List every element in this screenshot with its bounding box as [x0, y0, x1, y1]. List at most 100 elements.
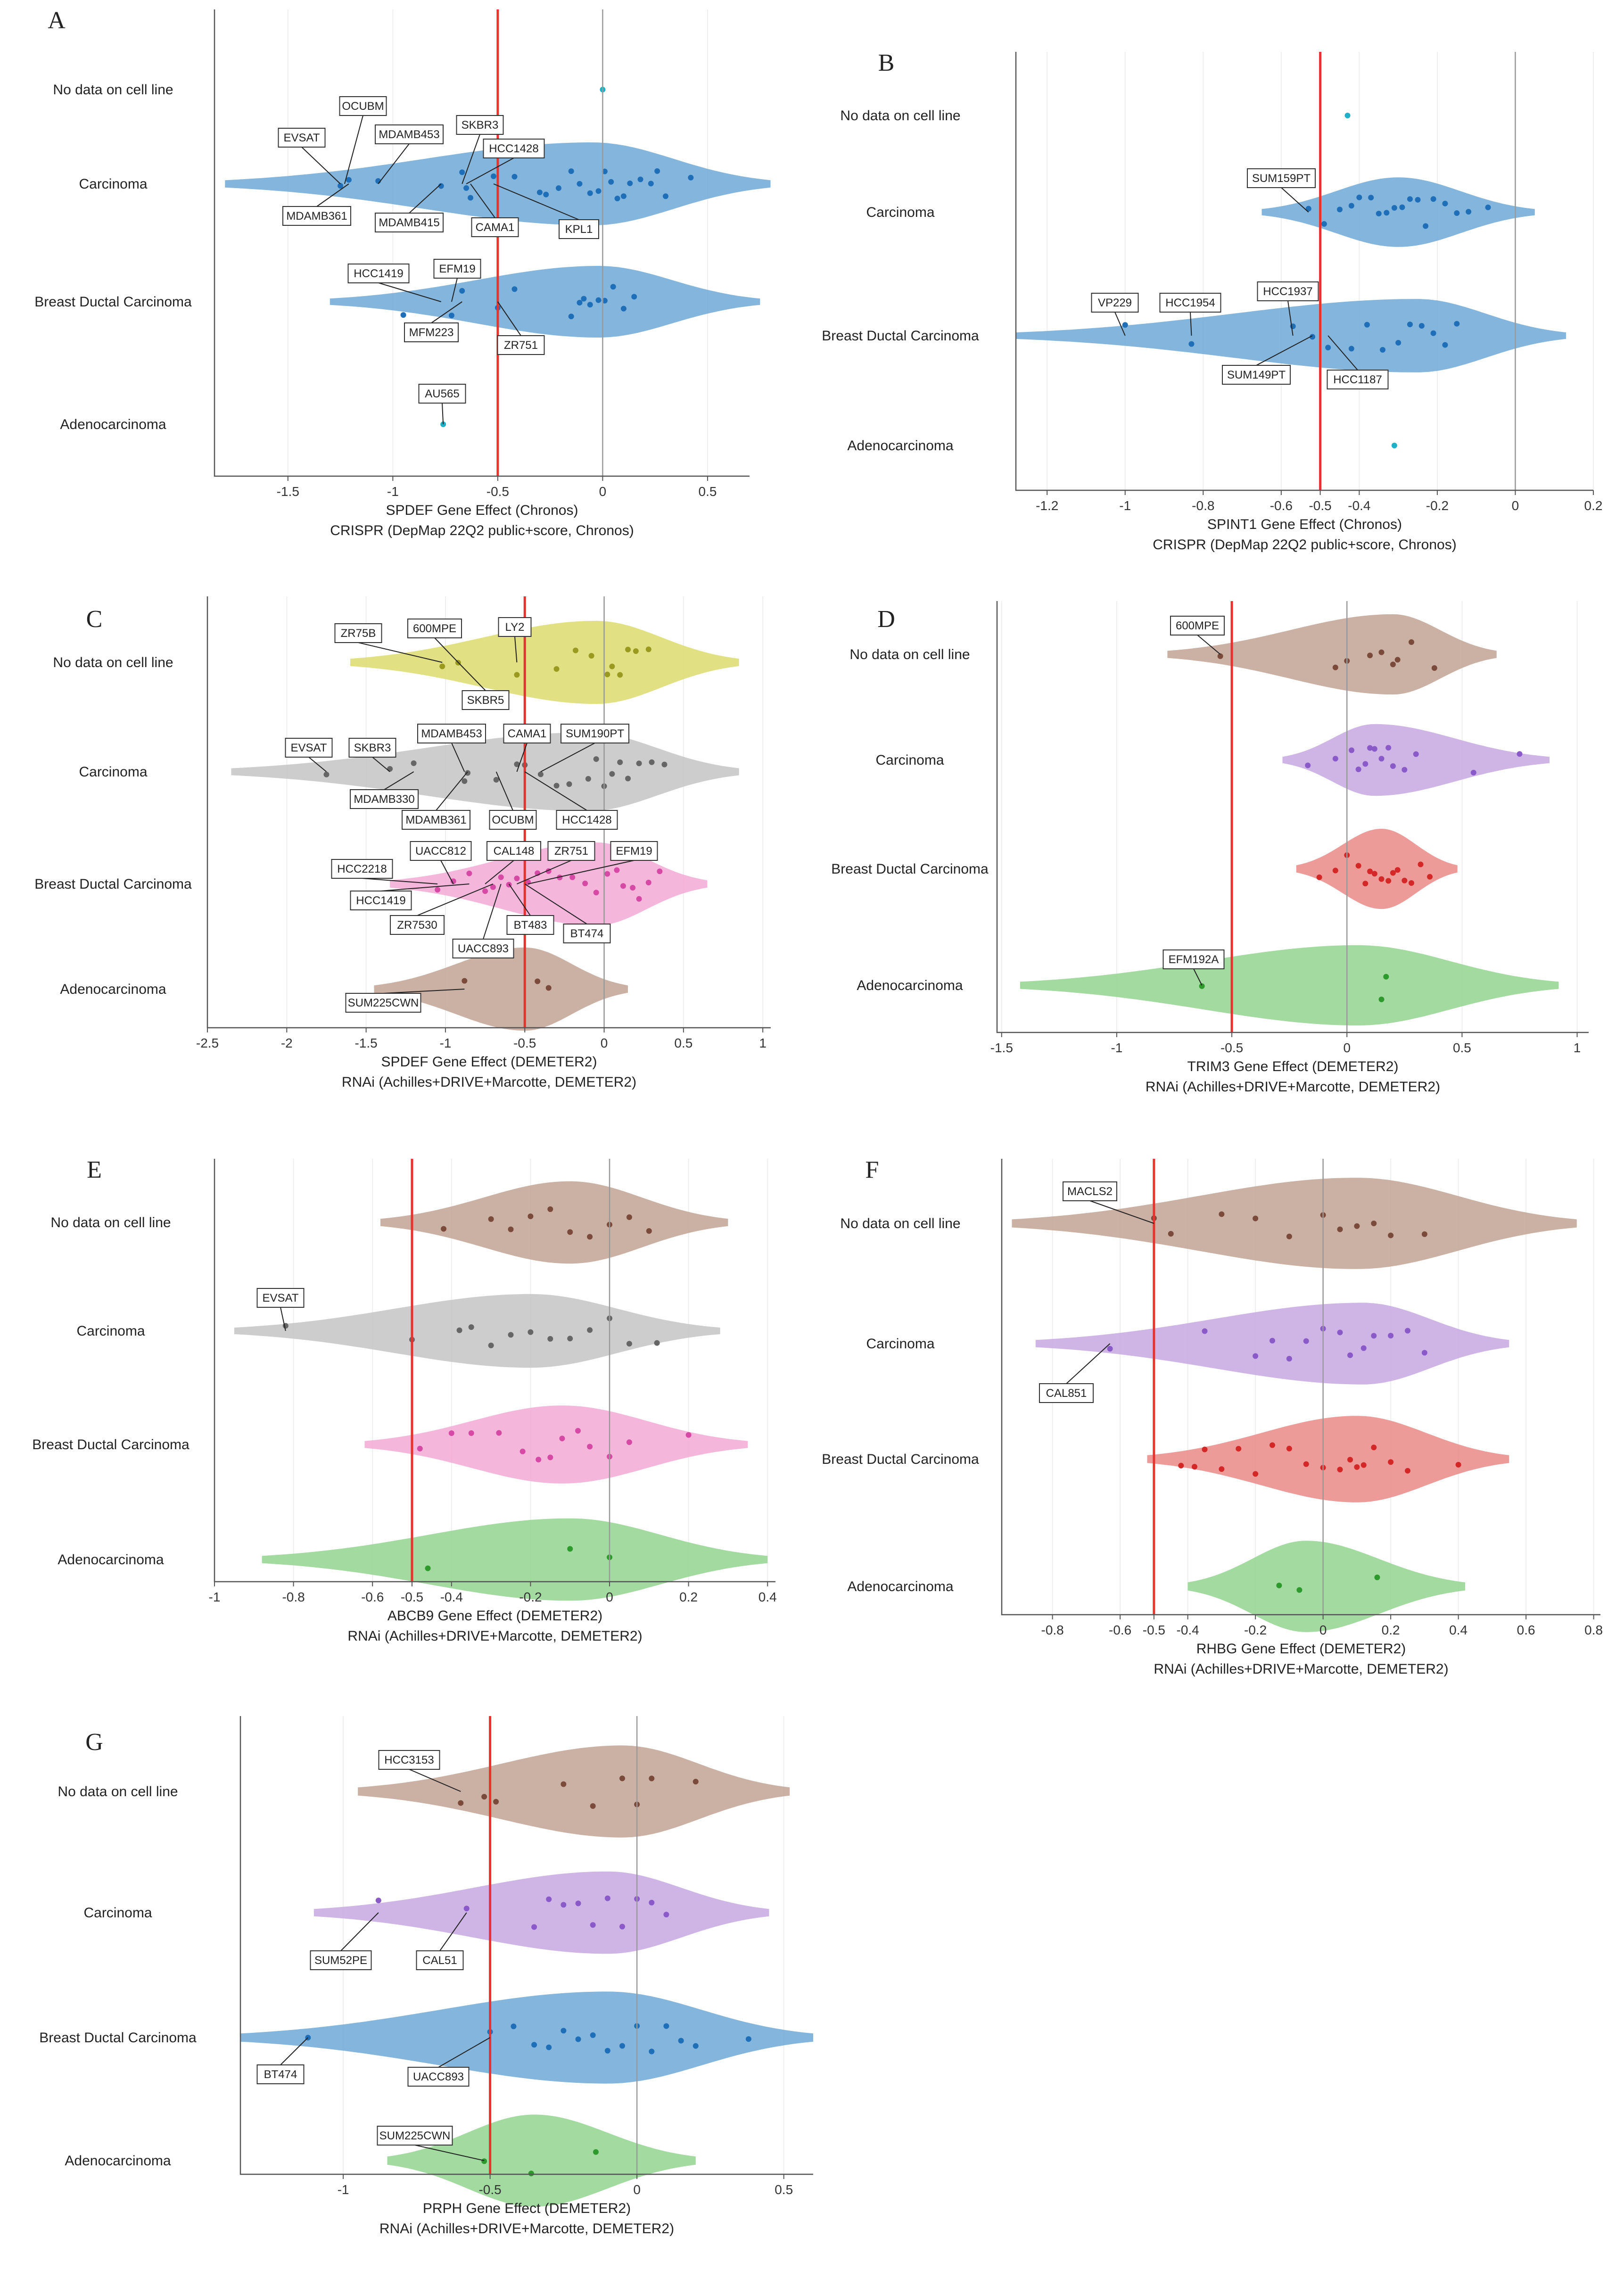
category-label: Carcinoma	[76, 1323, 145, 1339]
panel-c: C No data on cell line Carcinoma Breast Duc…	[34, 596, 771, 1090]
annotation-leader	[1193, 968, 1203, 986]
annotation-label: BT474	[264, 2068, 297, 2081]
annotation-leader	[417, 883, 494, 916]
data-point	[511, 286, 518, 292]
data-point	[1407, 322, 1413, 328]
data-point	[1191, 1464, 1197, 1470]
annotation-label: EVSAT	[263, 1292, 299, 1304]
annotation-leader	[1281, 187, 1309, 213]
annotation-label: HCC1428	[489, 142, 538, 155]
data-point	[1405, 1468, 1411, 1474]
annotation-label: UACC893	[413, 2071, 464, 2083]
data-point	[1418, 861, 1424, 867]
violin-carcinoma	[1035, 1303, 1509, 1385]
annotation-box	[407, 619, 462, 638]
data-point	[610, 284, 616, 290]
annotation-label: KPL1	[565, 223, 593, 236]
data-point	[425, 1565, 431, 1571]
data-point	[1368, 195, 1374, 201]
data-point	[1253, 1215, 1259, 1222]
data-point	[1378, 756, 1385, 762]
data-point	[387, 766, 393, 772]
annotation-label: SUM149PT	[1227, 369, 1286, 381]
data-point	[590, 1922, 596, 1928]
x-axis-subtitle: RNAi (Achilles+DRIVE+Marcotte, DEMETER2)	[347, 1628, 642, 1644]
data-point	[450, 878, 456, 884]
data-point	[553, 783, 560, 789]
data-point	[400, 312, 406, 318]
annotation-label: ZR751	[554, 845, 588, 858]
annotation-label: MDAMB361	[286, 210, 347, 223]
category-label: Adenocarcinoma	[58, 1552, 164, 1568]
data-point	[1362, 761, 1368, 767]
x-tick-label: 0	[606, 1590, 613, 1604]
data-point	[508, 1226, 514, 1232]
annotation-leader	[497, 301, 521, 336]
annotation-box	[339, 96, 387, 116]
violin-breast-ductal-carcinoma	[1147, 1416, 1509, 1502]
data-point	[661, 761, 668, 768]
data-point	[604, 1895, 610, 1901]
data-point	[490, 884, 496, 890]
x-tick-label: -0.2	[1244, 1623, 1267, 1637]
data-point	[593, 756, 599, 762]
x-axis-title: SPINT1 Gene Effect (Chronos)	[1207, 517, 1402, 532]
data-point	[1408, 880, 1414, 886]
annotation-box	[416, 1950, 464, 1970]
x-tick-label: 0.8	[1584, 1623, 1603, 1637]
data-point	[1332, 664, 1338, 670]
data-point	[1253, 1353, 1259, 1359]
violin-carcinoma	[1261, 177, 1535, 247]
data-point	[1371, 1221, 1377, 1227]
data-point	[587, 1444, 593, 1450]
annotation-box	[282, 206, 351, 226]
annotation-leader	[1114, 312, 1126, 336]
data-point	[490, 173, 496, 179]
data-point	[375, 1898, 381, 1904]
annotation-box	[561, 724, 629, 743]
x-tick-label: -0.6	[361, 1590, 384, 1604]
data-point	[649, 1899, 655, 1906]
annotation-box	[375, 124, 444, 144]
x-tick-label: -1.5	[990, 1040, 1013, 1055]
annotation-box	[1091, 293, 1139, 313]
annotation-leader	[358, 642, 443, 663]
data-point	[481, 1794, 487, 1800]
annotation-box	[559, 219, 599, 239]
annotation-label: SUM52PE	[314, 1954, 367, 1967]
x-tick-label: 0	[599, 484, 607, 499]
annotation-label: UACC893	[458, 942, 509, 955]
data-point	[559, 1436, 565, 1442]
annotation-leader	[540, 743, 595, 772]
data-point	[595, 297, 602, 303]
data-point	[1442, 200, 1448, 206]
category-label: Adenocarcinoma	[847, 438, 953, 454]
data-point	[620, 883, 626, 889]
data-point	[1107, 1345, 1113, 1352]
x-tick-label: -0.6	[1109, 1623, 1131, 1637]
annotation-label: OCUBM	[492, 814, 534, 826]
x-axis-title: TRIM3 Gene Effect (DEMETER2)	[1187, 1059, 1399, 1074]
x-axis-subtitle: CRISPR (DepMap 22Q2 public+score, Chrono…	[330, 523, 634, 538]
annotation-leader	[470, 183, 495, 218]
annotation-box	[471, 217, 519, 237]
data-point	[1383, 974, 1389, 980]
violin-carcinoma	[234, 1294, 720, 1368]
x-tick-label: 0.4	[758, 1590, 777, 1604]
annotation-box	[350, 789, 419, 809]
data-point	[1253, 1471, 1259, 1477]
annotation-box	[489, 810, 537, 830]
annotation-label: CAMA1	[508, 727, 547, 740]
data-point	[1454, 210, 1460, 216]
annotation-box	[417, 724, 486, 743]
data-point	[1362, 881, 1368, 887]
data-point	[1270, 1442, 1276, 1448]
data-point	[587, 190, 593, 196]
violin-breast-ductal-carcinoma	[1296, 828, 1458, 909]
annotation-label: MDAMB361	[405, 814, 466, 826]
annotation-label: ZR751	[504, 339, 538, 352]
data-point	[1384, 210, 1390, 216]
data-point	[1394, 867, 1401, 873]
x-axis-subtitle: RNAi (Achilles+DRIVE+Marcotte, DEMETER2)	[379, 2221, 674, 2237]
